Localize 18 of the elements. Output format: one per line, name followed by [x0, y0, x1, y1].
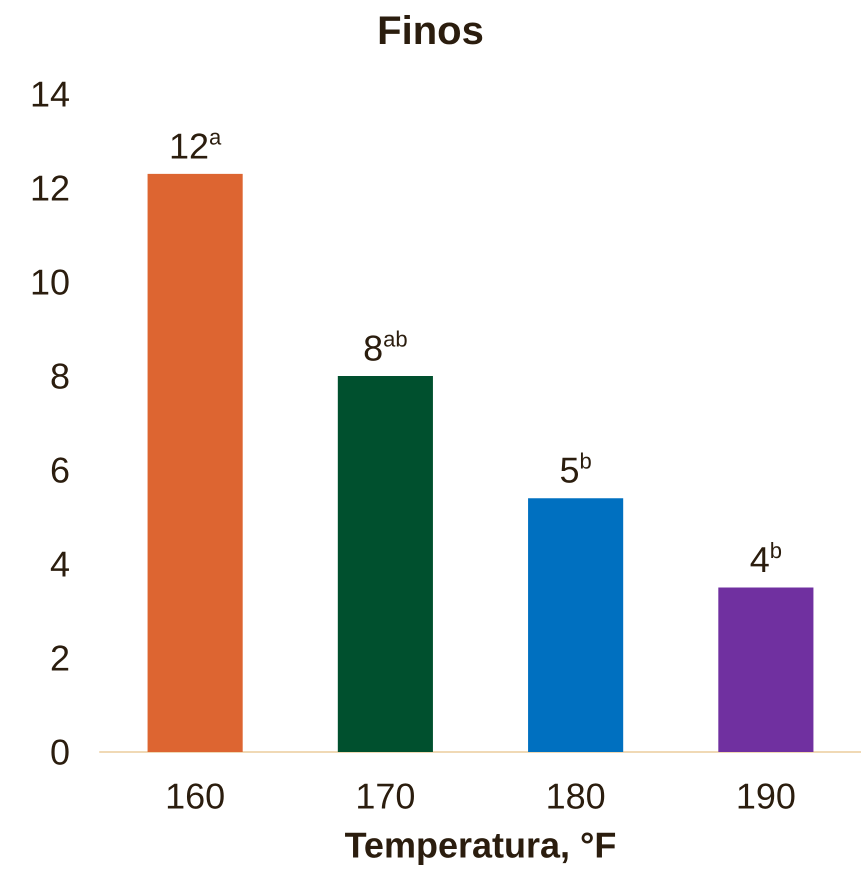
y-tick-label: 12: [30, 168, 70, 208]
y-tick-label: 8: [50, 356, 70, 396]
y-tick-label: 2: [50, 638, 70, 678]
bar: [148, 174, 243, 752]
y-tick-label: 10: [30, 262, 70, 302]
y-tick-label: 6: [50, 450, 70, 490]
bar: [528, 498, 624, 752]
bar: [718, 588, 814, 752]
x-tick-label: 160: [165, 776, 226, 816]
y-tick-label: 4: [50, 544, 70, 584]
y-tick-label: 14: [30, 74, 70, 114]
x-tick-label: 170: [355, 776, 416, 816]
y-tick-label: 0: [50, 732, 70, 772]
x-tick-label: 180: [546, 776, 606, 816]
chart-title: Finos: [377, 9, 484, 53]
bar: [338, 376, 433, 752]
x-tick-label: 190: [736, 776, 796, 816]
x-axis-title: Temperatura, °F: [344, 824, 616, 866]
